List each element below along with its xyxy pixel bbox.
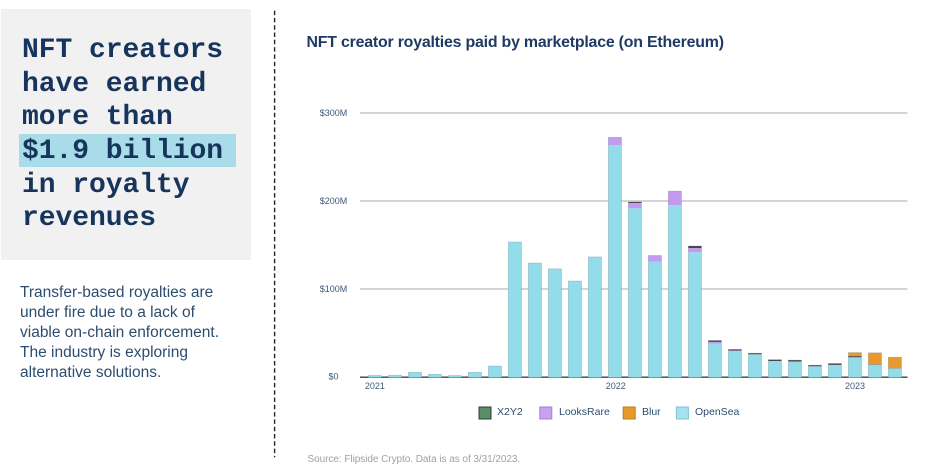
svg-text:2021: 2021: [365, 381, 385, 391]
svg-text:$300M: $300M: [320, 108, 348, 118]
svg-text:$100M: $100M: [320, 284, 348, 294]
svg-text:2022: 2022: [606, 381, 626, 391]
svg-text:$200M: $200M: [320, 196, 348, 206]
svg-text:LooksRare: LooksRare: [559, 406, 610, 418]
svg-text:Blur: Blur: [642, 406, 661, 418]
svg-text:OpenSea: OpenSea: [695, 406, 740, 418]
svg-text:2023: 2023: [845, 381, 865, 391]
svg-text:X2Y2: X2Y2: [497, 406, 523, 418]
svg-text:$0: $0: [328, 372, 338, 382]
